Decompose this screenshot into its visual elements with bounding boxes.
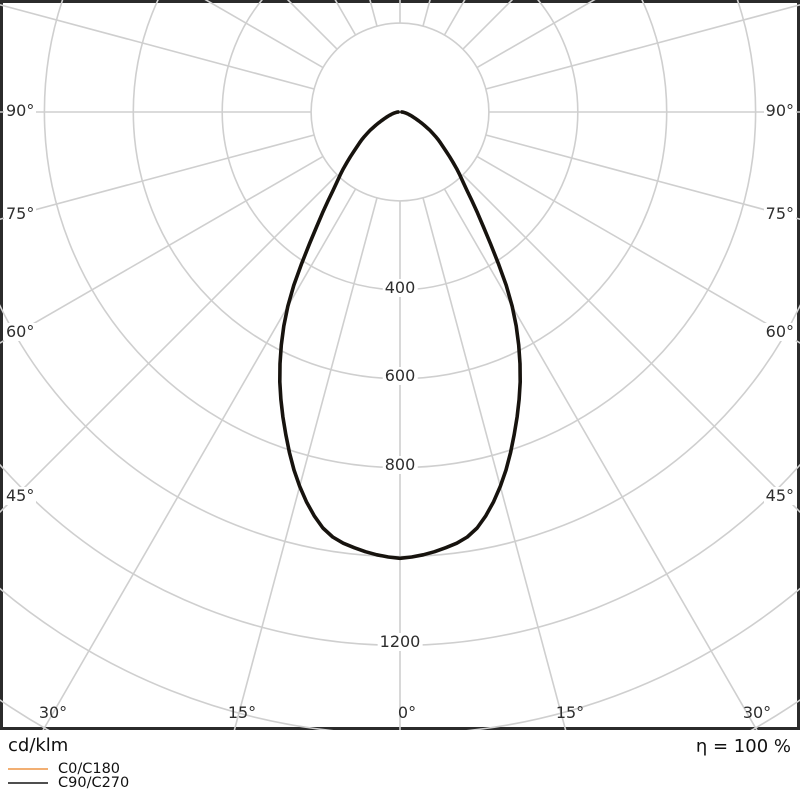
legend-line-c90-c270 [8, 782, 48, 784]
radial-tick-label: 400 [382, 278, 418, 297]
legend-line-c0-c180 [8, 768, 48, 770]
radial-tick-label: 600 [382, 366, 418, 385]
unit-label: cd/klm [8, 735, 69, 756]
angle-grid-spoke [422, 0, 431, 27]
angle-grid-spoke [0, 134, 315, 221]
angle-tick-label-left: 45° [4, 486, 37, 505]
angle-tick-label-bottom: 0° [397, 703, 417, 722]
angle-grid-spoke [476, 0, 596, 69]
angle-grid-spoke [443, 0, 466, 36]
legend-label: C0/C180 [58, 761, 121, 777]
radial-tick-label: 800 [382, 455, 418, 474]
angle-grid-spoke [233, 197, 378, 730]
legend-item-c0-c180: C0/C180 [8, 762, 129, 776]
angle-tick-label-right: 60° [763, 322, 796, 341]
angle-grid-spoke [422, 197, 567, 730]
angle-grid-spoke [286, 0, 338, 50]
angle-tick-label-left: 90° [4, 101, 37, 120]
legend-item-c90-c270: C90/C270 [8, 776, 129, 790]
angle-grid-spoke [42, 188, 357, 730]
angle-tick-label-right: 75° [763, 204, 796, 223]
angle-grid-spoke [485, 134, 800, 221]
angle-tick-label-left: 60° [4, 322, 37, 341]
legend-label: C90/C270 [58, 775, 130, 791]
angle-grid-spoke [369, 0, 378, 27]
polar-grid-canvas [0, 0, 800, 730]
angle-grid-spoke [0, 174, 338, 514]
angle-grid-spoke [462, 174, 800, 514]
angle-grid-spoke [462, 0, 514, 50]
curve-c90-c270 [278, 110, 522, 561]
angle-tick-label-bottom: 15° [227, 703, 257, 722]
angle-grid-spoke [485, 3, 800, 90]
efficiency-label: η = 100 % [695, 736, 791, 757]
angle-tick-label-right: 45° [763, 486, 796, 505]
angle-grid-spoke [443, 188, 758, 730]
angle-grid-spoke [0, 3, 315, 90]
radial-tick-label: 1200 [377, 632, 423, 651]
angle-tick-label-bottom: 30° [38, 703, 68, 722]
angle-tick-label-bottom: 30° [742, 703, 772, 722]
angle-tick-label-bottom: 15° [555, 703, 585, 722]
angle-tick-label-left: 75° [4, 204, 37, 223]
angle-grid-spoke [204, 0, 324, 69]
polar-plot-area [0, 0, 800, 730]
curve-legend: C0/C180 C90/C270 [8, 762, 129, 790]
angle-tick-label-right: 90° [763, 101, 796, 120]
angle-grid-spoke [334, 0, 357, 36]
